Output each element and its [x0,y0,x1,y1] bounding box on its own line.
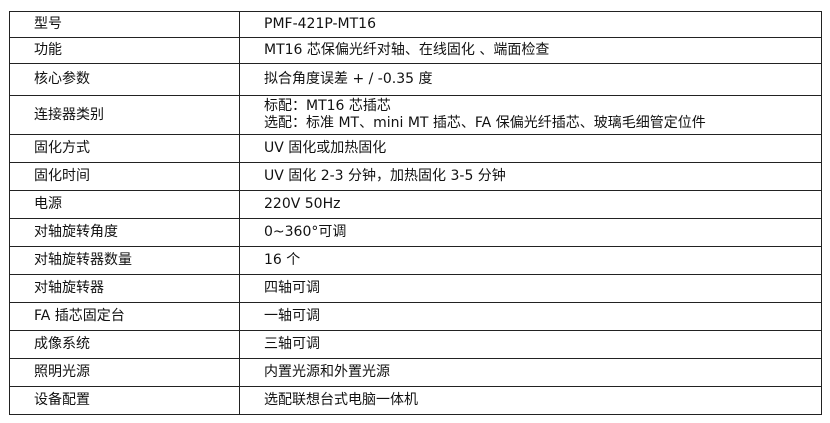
spec-label: 电源 [9,190,240,219]
spec-label: 固化时间 [9,162,240,191]
table-row: 对轴旋转器数量 16 个 [9,246,822,275]
table-row: 成像系统 三轴可调 [9,330,822,359]
spec-label: 成像系统 [9,330,240,359]
spec-label: 对轴旋转器数量 [9,246,240,275]
spec-label: 对轴旋转角度 [9,218,240,247]
table-row: 电源 220V 50Hz [9,190,822,219]
spec-table-body: 型号 PMF-421P-MT16 功能 MT16 芯保偏光纤对轴、在线固化 、端面检查… [9,11,822,415]
table-row: 照明光源 内置光源和外置光源 [9,358,822,387]
spec-value-line: 三轴可调 [264,336,320,352]
table-row: 连接器类别 标配：MT16 芯插芯 选配：标准 MT、mini MT 插芯、FA 保… [9,95,822,135]
spec-value: 16 个 [239,246,822,275]
spec-value: 标配：MT16 芯插芯 选配：标准 MT、mini MT 插芯、FA 保偏光纤插芯… [239,95,822,135]
spec-value: 四轴可调 [239,274,822,303]
spec-label: 型号 [9,11,240,38]
spec-value-line: 内置光源和外置光源 [264,364,390,380]
spec-value-line: 一轴可调 [264,308,320,324]
spec-value: UV 固化或加热固化 [239,134,822,163]
spec-value-line: 标配：MT16 芯插芯 [264,98,391,114]
spec-value-line: 0~360°可调 [264,224,347,240]
spec-value-line: UV 固化 2-3 分钟，加热固化 3-5 分钟 [264,168,506,184]
spec-table: 型号 PMF-421P-MT16 功能 MT16 芯保偏光纤对轴、在线固化 、端面检查… [9,11,822,415]
spec-label: 对轴旋转器 [9,274,240,303]
spec-value: PMF-421P-MT16 [239,11,822,38]
spec-value-line: 选配联想台式电脑一体机 [264,392,418,408]
spec-value: MT16 芯保偏光纤对轴、在线固化 、端面检查 [239,37,822,64]
spec-label: 核心参数 [9,63,240,96]
spec-value: 0~360°可调 [239,218,822,247]
spec-value: 三轴可调 [239,330,822,359]
table-row: 型号 PMF-421P-MT16 [9,11,822,38]
spec-value-line: 四轴可调 [264,280,320,296]
spec-value-line: PMF-421P-MT16 [264,16,376,32]
table-row: 对轴旋转器 四轴可调 [9,274,822,303]
table-row: FA 插芯固定台 一轴可调 [9,302,822,331]
spec-value-line: 选配：标准 MT、mini MT 插芯、FA 保偏光纤插芯、玻璃毛细管定位件 [264,115,706,131]
spec-value-line: UV 固化或加热固化 [264,140,387,156]
spec-label: 功能 [9,37,240,64]
spec-value: 一轴可调 [239,302,822,331]
spec-label: 固化方式 [9,134,240,163]
spec-value: 220V 50Hz [239,190,822,219]
spec-value: 拟合角度误差 + / -0.35 度 [239,63,822,96]
spec-value: 内置光源和外置光源 [239,358,822,387]
spec-label: 连接器类别 [9,95,240,135]
table-row: 设备配置 选配联想台式电脑一体机 [9,386,822,415]
spec-value-line: 16 个 [264,252,301,268]
table-row: 固化方式 UV 固化或加热固化 [9,134,822,163]
spec-value-line: 220V 50Hz [264,196,341,212]
spec-label: 照明光源 [9,358,240,387]
table-row: 对轴旋转角度 0~360°可调 [9,218,822,247]
spec-value-line: MT16 芯保偏光纤对轴、在线固化 、端面检查 [264,42,550,58]
table-row: 固化时间 UV 固化 2-3 分钟，加热固化 3-5 分钟 [9,162,822,191]
spec-value: 选配联想台式电脑一体机 [239,386,822,415]
table-row: 核心参数 拟合角度误差 + / -0.35 度 [9,63,822,96]
table-row: 功能 MT16 芯保偏光纤对轴、在线固化 、端面检查 [9,37,822,64]
spec-label: 设备配置 [9,386,240,415]
spec-label: FA 插芯固定台 [9,302,240,331]
spec-value: UV 固化 2-3 分钟，加热固化 3-5 分钟 [239,162,822,191]
spec-value-line: 拟合角度误差 + / -0.35 度 [264,71,433,87]
